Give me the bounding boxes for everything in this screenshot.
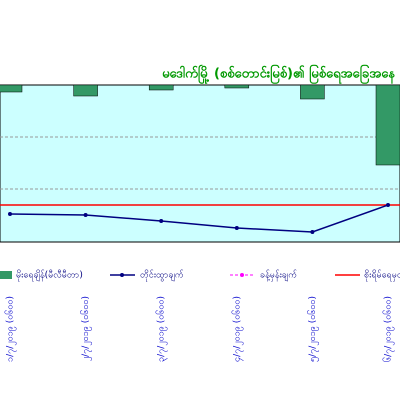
x-tick-label: ၃/၇/၂၀၁၉ (၀၆၀၀) [156,296,168,362]
x-tick-label: ၄/၇/၂၀၁၉ (၀၆၀၀) [231,296,243,362]
legend-label: ခန့်မှန်းချက် [260,270,298,282]
point [8,212,12,216]
plot-area [0,84,400,243]
legend-swatch [240,273,244,277]
legend-label: စိုးရိမ်ရေမှတ် [364,270,400,282]
legend-swatch [120,273,124,277]
legend-label: တိုင်းထွာချက် [140,270,184,282]
x-tick-label: ၅/၇/၂၀၁၉ (၀၆၀၀) [307,296,319,362]
bar [300,84,325,100]
point [159,219,164,223]
x-tick-label: ၂/၇/၂၀၁၉ (၀၆၀၀) [80,296,92,361]
point [234,226,239,230]
bar [73,84,98,97]
point [83,213,88,217]
chart-title: မဒေါက်မြို့ (စစ်တောင်းမြစ်)၏ မြစ်ရေအခြေအ… [162,64,396,85]
line [9,204,389,233]
point [310,230,315,234]
bar [224,84,250,89]
x-tick-label: ၆/၇/၂၀၁၉ (၀၆၀၀) [383,296,395,362]
legend-swatch [0,271,12,279]
bar [375,84,400,166]
x-tick-label: ၁/၇/၂၀၁၉ (၀၆၀၀) [5,296,17,362]
bar [148,84,174,91]
legend-label: မိုးရေချိန်(မီလီမီတာ) [16,270,83,282]
bar [0,84,23,93]
point [386,203,390,207]
